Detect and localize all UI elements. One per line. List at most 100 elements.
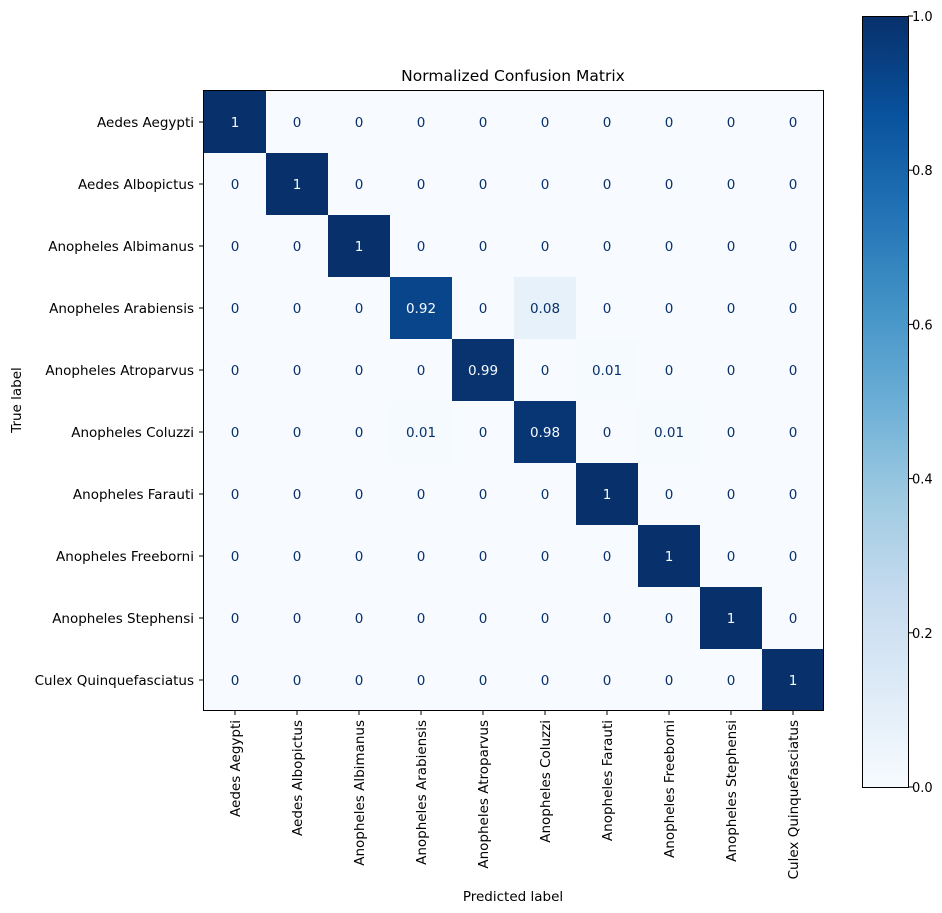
- cell-value-label: 1: [603, 487, 612, 503]
- cell-value-label: 0: [789, 549, 798, 565]
- cell-value-label: 0: [789, 301, 798, 317]
- heatmap-cell: [328, 339, 390, 401]
- heatmap-cell: [266, 215, 328, 277]
- cell-value-label: 0: [541, 363, 550, 379]
- heatmap-cell: [638, 649, 700, 711]
- y-axis-ticks: Aedes Aegypti Aedes Albopictus Anopheles A…: [35, 115, 203, 689]
- heatmap-cell: [638, 463, 700, 525]
- colorbar-tick-label: 1.0: [912, 10, 933, 25]
- cell-value-label: 0: [541, 611, 550, 627]
- heatmap-cell: [638, 587, 700, 649]
- cell-value-label: 0: [417, 177, 426, 193]
- cell-value-label: 0: [355, 425, 364, 441]
- cell-value-label: 0: [231, 301, 240, 317]
- heatmap-cell: [514, 277, 576, 339]
- heatmap-cell: [514, 649, 576, 711]
- cell-value-label: 0: [417, 363, 426, 379]
- heatmap-cell: [576, 339, 638, 401]
- heatmap-cell: [204, 91, 266, 153]
- cell-value-label: 0: [603, 177, 612, 193]
- x-axis-ticks: Aedes Aegypti Aedes Albopictus Anopheles A…: [228, 711, 802, 879]
- cell-value-label: 0: [293, 549, 302, 565]
- heatmap-cell: [266, 153, 328, 215]
- cell-value-label: 0: [727, 115, 736, 131]
- heatmap-cell: [700, 525, 762, 587]
- heatmap-cell: [266, 401, 328, 463]
- heatmap-cell: [390, 649, 452, 711]
- heatmap-cell: [514, 215, 576, 277]
- heatmap-cell: [266, 463, 328, 525]
- heatmap-cell: [266, 525, 328, 587]
- cell-value-label: 0: [541, 177, 550, 193]
- heatmap-cell: [762, 587, 824, 649]
- heatmap-cell: [204, 401, 266, 463]
- heatmap-cell: [576, 587, 638, 649]
- cell-value-label: 0: [293, 611, 302, 627]
- cell-value-label: 1: [789, 673, 798, 689]
- y-tick-label: Anopheles Freeborni: [56, 549, 194, 565]
- heatmap-cell: [700, 463, 762, 525]
- heatmap-cell: [638, 215, 700, 277]
- cell-value-label: 0: [603, 611, 612, 627]
- cell-value-label: 0: [231, 487, 240, 503]
- cell-value-label: 0: [789, 177, 798, 193]
- heatmap-cell: [328, 277, 390, 339]
- x-tick-label: Culex Quinquefasciatus: [786, 720, 802, 879]
- heatmap-cell: [762, 401, 824, 463]
- heatmap-cell: [390, 525, 452, 587]
- cell-value-label: 0: [231, 673, 240, 689]
- heatmap-cell: [700, 649, 762, 711]
- heatmap-cell: [576, 463, 638, 525]
- cell-value-label: 0: [665, 673, 674, 689]
- cell-value-label: 0: [417, 673, 426, 689]
- cell-value-label: 0: [293, 115, 302, 131]
- heatmap-cell: [204, 215, 266, 277]
- cell-value-label: 1: [727, 611, 736, 627]
- heatmap-cell: [514, 401, 576, 463]
- cell-value-label: 0: [727, 425, 736, 441]
- cell-value-label: 0: [417, 487, 426, 503]
- y-tick-label: Anopheles Farauti: [73, 487, 194, 503]
- plot-frame: [203, 90, 824, 711]
- x-tick-label: Anopheles Coluzzi: [538, 720, 554, 843]
- y-tick-label: Anopheles Coluzzi: [71, 425, 194, 441]
- heatmap-cell: [266, 91, 328, 153]
- heatmap-cell: [452, 463, 514, 525]
- cell-value-label: 0: [603, 425, 612, 441]
- cell-value-label: 0: [665, 239, 674, 255]
- heatmap-cell: [390, 401, 452, 463]
- cell-value-label: 0: [479, 487, 488, 503]
- heatmap-cell: [762, 525, 824, 587]
- heatmap-cell: [328, 215, 390, 277]
- x-tick-label: Anopheles Arabiensis: [414, 720, 430, 865]
- heatmap-cell: [390, 215, 452, 277]
- colorbar: [862, 16, 908, 787]
- heatmap-cell: [452, 215, 514, 277]
- x-tick-label: Anopheles Stephensi: [724, 720, 740, 862]
- heatmap-cell: [390, 339, 452, 401]
- cell-value-label: 0: [727, 549, 736, 565]
- heatmap-cell: [266, 649, 328, 711]
- cell-value-label: 0: [727, 673, 736, 689]
- heatmap-cell: [452, 153, 514, 215]
- cell-value-label: 0: [603, 115, 612, 131]
- y-axis-label: True label: [9, 367, 25, 434]
- heatmap-cell: [576, 525, 638, 587]
- cell-value-label: 0: [665, 487, 674, 503]
- cell-value-label: 0.01: [406, 425, 436, 441]
- x-tick-label: Anopheles Atroparvus: [476, 720, 492, 869]
- colorbar-ticks: 0.0 0.2 0.4 0.6 0.8 1.0: [908, 10, 933, 796]
- cell-value-label: 0: [541, 115, 550, 131]
- heatmap-cell: [514, 587, 576, 649]
- heatmap-cell: [700, 401, 762, 463]
- heatmap-cell: [762, 649, 824, 711]
- heatmap-cell: [204, 525, 266, 587]
- x-tick-label: Anopheles Freeborni: [662, 720, 678, 858]
- x-tick-label: Aedes Albopictus: [290, 720, 306, 836]
- heatmap-cell: [390, 463, 452, 525]
- cell-value-label: 0: [417, 239, 426, 255]
- x-axis-label: Predicted label: [463, 889, 563, 905]
- heatmap-cell: [700, 91, 762, 153]
- heatmap-cell: [638, 91, 700, 153]
- heatmap-cell: [328, 153, 390, 215]
